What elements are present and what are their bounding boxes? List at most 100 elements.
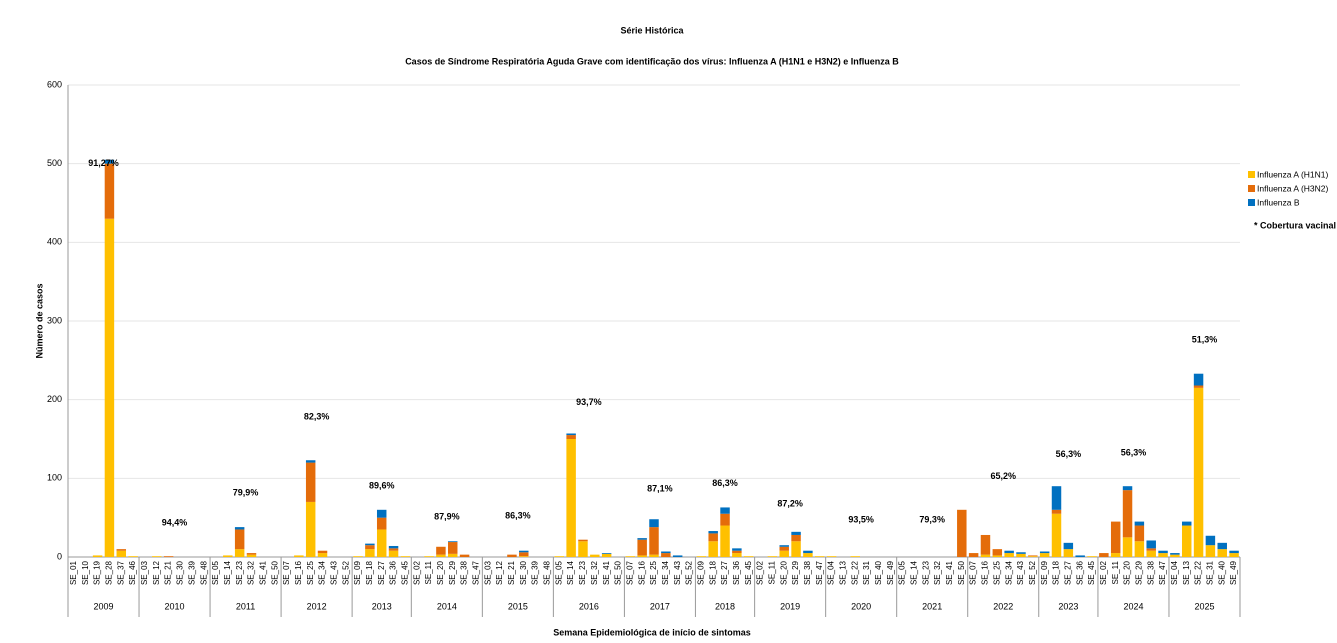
bar-segment [1110,521,1121,554]
bar-segment [1110,553,1121,557]
legend-swatch [1248,171,1255,178]
bar-segment [1170,554,1180,557]
bar-segment [1122,490,1133,538]
bar-segment [519,550,529,553]
x-tick-label: SE_36 [389,560,398,585]
bar-segment [743,556,754,557]
bar-segment [554,556,565,557]
bar-segment [1229,553,1239,557]
bar-segment [448,541,458,543]
bar-segment [826,556,837,557]
x-tick-label: SE_11 [424,560,433,584]
bar-segment [92,555,103,557]
bar-segment [803,553,813,557]
bar-segment [720,507,730,514]
year-label: 2020 [851,601,871,611]
x-tick-label: SE_52 [1028,560,1037,585]
bar-segment [365,549,375,557]
bar-segment [1217,542,1227,550]
bar-segment [1229,550,1239,554]
x-tick-label: SE_27 [720,560,729,585]
bar-segment [1181,521,1192,526]
x-tick-label: SE_02 [1099,560,1108,585]
x-tick-label: SE_43 [329,560,338,585]
x-tick-label: SE_20 [1123,560,1132,585]
bar-segment [590,554,600,557]
x-tick-label: SE_31 [862,560,871,585]
x-tick-label: SE_12 [495,560,504,585]
bar-segment [578,541,588,557]
bar-segment [128,556,138,557]
bar-segment [104,218,115,557]
bar-segment [1122,537,1133,557]
legend-label: Influenza A (H3N2) [1257,183,1329,193]
x-tick-label: SE_14 [910,560,919,585]
bar-segment [672,555,683,557]
coverage-label: 87,1% [647,484,673,494]
x-tick-label: SE_18 [365,560,374,585]
x-axis-title: Semana Epidemiológica de início de sinto… [553,627,751,637]
x-tick-label: SE_25 [306,560,315,585]
year-label: 2022 [993,601,1013,611]
bar-segment [815,556,825,557]
x-tick-label: SE_04 [827,560,836,585]
bar-segment [803,550,813,554]
x-tick-label: SE_40 [874,560,883,585]
bar-segment [968,553,979,557]
x-tick-label: SE_36 [1075,560,1084,585]
bar-segment [637,539,647,556]
bar-segment [779,550,789,557]
x-tick-label: SE_04 [1170,560,1179,585]
bar-segment [1087,556,1097,557]
x-tick-label: SE_48 [543,560,552,585]
bar-segment [720,525,730,557]
x-tick-label: SE_40 [1217,560,1226,585]
coverage-label: 93,5% [848,514,874,524]
x-tick-label: SE_11 [767,560,776,584]
bar-segment [1205,535,1216,546]
bar-segment [246,554,257,557]
bar-segment [1158,550,1168,554]
year-label: 2010 [165,601,185,611]
bar-segment [1028,556,1038,557]
x-tick-label: SE_13 [1182,560,1191,585]
year-label: 2021 [922,601,942,611]
bar-segment [649,527,659,555]
bar-segment [850,556,860,557]
bar-segment [376,529,387,557]
bar-segment [317,553,328,557]
bar-segment [708,533,718,542]
bar-segment [1016,552,1026,554]
bar-segment [353,556,363,557]
x-tick-label: SE_50 [957,560,966,585]
x-tick-label: SE_14 [223,560,232,585]
bar-segment [1158,553,1168,557]
x-tick-label: SE_19 [93,560,102,585]
year-label: 2013 [372,601,392,611]
x-tick-label: SE_09 [696,560,705,585]
x-tick-label: SE_39 [187,560,196,585]
bar-segment [1016,553,1026,557]
x-tick-label: SE_16 [294,560,303,585]
legend-swatch [1248,199,1255,206]
bar-segment [791,541,801,557]
bar-segment [1170,553,1180,555]
x-tick-label: SE_30 [519,560,528,585]
bar-segment [365,545,375,550]
x-tick-label: SE_37 [116,560,125,585]
bar-segment [566,433,576,436]
x-tick-label: SE_02 [412,560,421,585]
bar-segment [661,551,671,554]
coverage-label: 86,3% [505,510,531,520]
bar-segment [1075,555,1085,557]
x-tick-label: SE_47 [472,560,481,585]
note: * Cobertura vacinal [1254,220,1336,230]
year-label: 2011 [236,601,255,611]
year-label: 2016 [579,601,599,611]
year-label: 2012 [307,601,327,611]
year-label: 2018 [715,601,735,611]
x-tick-label: SE_45 [744,560,753,585]
x-tick-label: SE_36 [732,560,741,585]
year-label: 2009 [93,601,113,611]
